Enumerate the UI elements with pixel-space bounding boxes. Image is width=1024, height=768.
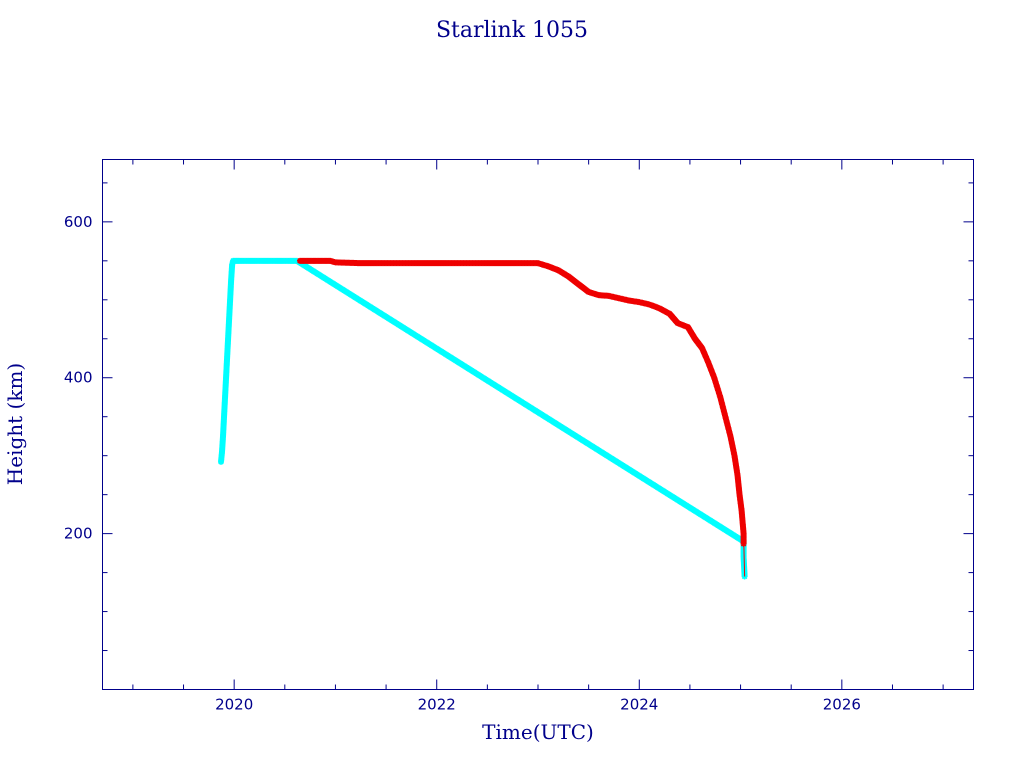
tick-labels: 2020 2022 2024 2026 200 400 600: [64, 213, 861, 714]
y-axis-label: Height (km): [3, 363, 27, 485]
x-tick-label: 2022: [418, 696, 456, 714]
x-tick-label: 2026: [823, 696, 861, 714]
data-points: [217, 257, 748, 580]
y-tick-label: 400: [64, 369, 93, 387]
y-tick-label: 200: [64, 525, 93, 543]
series-0: [217, 257, 748, 580]
reentry-connector: [743, 533, 746, 577]
chart-title: Starlink 1055: [436, 18, 588, 43]
axis-ticks: [102, 159, 974, 690]
x-tick-label: 2020: [215, 696, 253, 714]
x-axis-label: Time(UTC): [482, 720, 594, 744]
y-tick-label: 600: [64, 213, 93, 231]
x-tick-label: 2024: [620, 696, 658, 714]
plot-frame: [102, 159, 974, 690]
